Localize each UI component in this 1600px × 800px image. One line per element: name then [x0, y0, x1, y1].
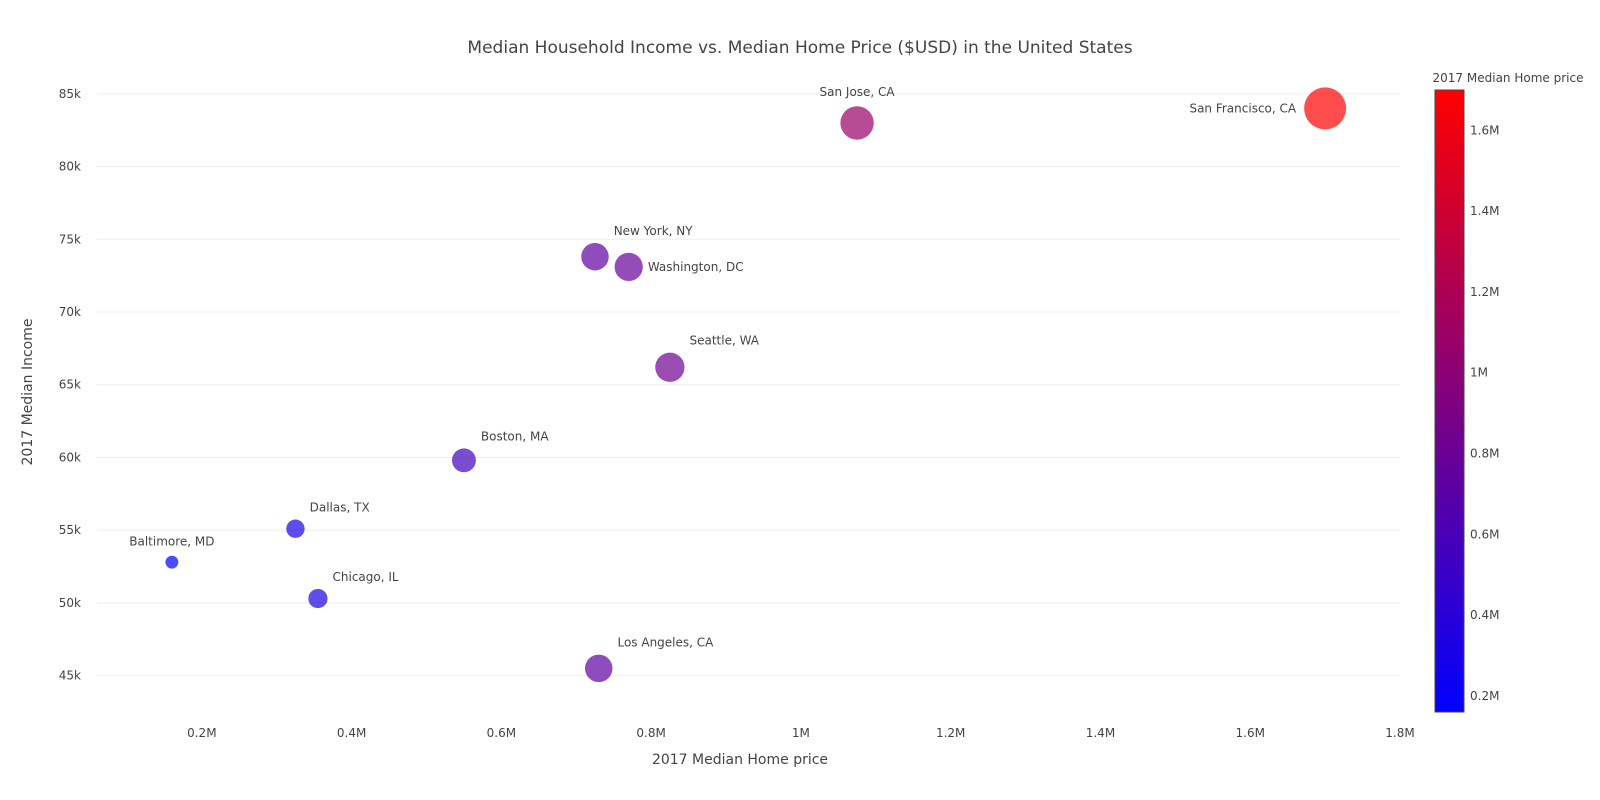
colorbar-gradient: [1434, 89, 1465, 713]
point-label: Washington, DC: [648, 260, 744, 274]
x-tick-label: 1.2M: [936, 726, 965, 740]
y-tick-label: 50k: [59, 596, 81, 610]
x-tick-label: 0.2M: [187, 726, 216, 740]
point-label: Seattle, WA: [689, 334, 759, 348]
colorbar-tick-label: 0.8M: [1470, 447, 1499, 461]
point-label: San Francisco, CA: [1189, 101, 1296, 115]
y-tick-label: 85k: [59, 87, 81, 101]
y-tick-label: 70k: [59, 305, 81, 319]
colorbar-tick-label: 1.6M: [1470, 123, 1499, 137]
y-tick-label: 80k: [59, 160, 81, 174]
gridlines: [97, 93, 1400, 677]
data-point: [286, 519, 305, 538]
x-tick-label: 0.4M: [337, 726, 366, 740]
point-labels: San Francisco, CA San Jose, CA New York, N…: [129, 85, 1297, 649]
point-label: Chicago, IL: [333, 570, 399, 584]
colorbar-tick-label: 0.4M: [1470, 608, 1499, 622]
colorbar-tick-label: 0.2M: [1470, 689, 1499, 703]
point-label: Boston, MA: [481, 429, 549, 443]
colorbar-tick-label: 1M: [1470, 366, 1488, 380]
y-axis-title: 2017 Median Income: [20, 319, 36, 466]
data-point: [451, 448, 476, 473]
colorbar-tick-label: 1.4M: [1470, 204, 1499, 218]
data-point: [581, 243, 609, 271]
data-point: [584, 654, 613, 683]
point-label: San Jose, CA: [820, 85, 896, 99]
x-axis-title: 2017 Median Home price: [652, 752, 828, 768]
data-point: [165, 555, 179, 569]
data-point: [308, 588, 328, 609]
data-point: [655, 352, 685, 382]
colorbar-tick-label: 0.6M: [1470, 527, 1499, 541]
point-label: Dallas, TX: [310, 501, 370, 515]
x-tick-label: 1.8M: [1385, 726, 1414, 740]
x-tick-label: 1M: [792, 726, 810, 740]
y-tick-label: 45k: [59, 669, 81, 683]
x-tick-label: 0.6M: [487, 726, 516, 740]
data-point: [840, 106, 874, 140]
data-point: [1304, 87, 1347, 130]
x-tick-label: 0.8M: [636, 726, 665, 740]
y-tick-label: 60k: [59, 450, 81, 464]
point-label: Baltimore, MD: [129, 535, 214, 549]
axes: 45k 50k 55k 60k 65k 70k 75k 80k 85k 0.2M 0.4M 0.6M 0…: [59, 87, 1415, 740]
point-label: New York, NY: [614, 224, 694, 238]
x-tick-label: 1.4M: [1086, 726, 1115, 740]
colorbar-tick-label: 1.2M: [1470, 285, 1499, 299]
y-tick-label: 75k: [59, 232, 81, 246]
x-tick-label: 1.6M: [1236, 726, 1265, 740]
y-tick-label: 65k: [59, 378, 81, 392]
chart-title: Median Household Income vs. Median Home …: [467, 38, 1132, 58]
colorbar-title: 2017 Median Home price: [1433, 71, 1584, 85]
y-tick-label: 55k: [59, 523, 81, 537]
data-points: [165, 87, 1347, 683]
data-point: [614, 252, 643, 282]
point-label: Los Angeles, CA: [617, 636, 714, 650]
colorbar: 0.2M 0.4M 0.6M 0.8M 1M 1.2M 1.4M 1.6M: [1434, 89, 1499, 713]
